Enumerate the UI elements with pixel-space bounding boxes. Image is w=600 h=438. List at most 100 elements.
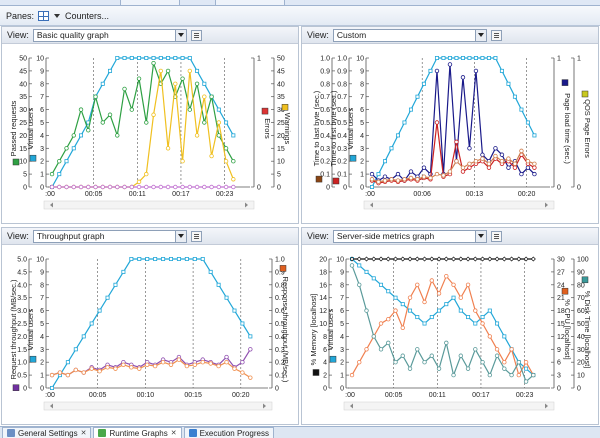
view-dropdown[interactable]: Server-side metrics graph [332, 229, 487, 243]
tab-runtime-graphs[interactable]: Runtime Graphs ✕ [93, 427, 182, 438]
data-point [434, 55, 439, 60]
tick-label: 0.7 [337, 94, 347, 101]
tick-label: 0.2 [320, 159, 330, 166]
horizontal-scrollbar[interactable] [43, 200, 255, 210]
graph-pane-custom: View: Custom 0 0.1 0.2 0.3 0.4 0.5 0.6 0.7 0.8 0.9 1… [301, 26, 599, 224]
data-point [525, 165, 531, 170]
horizontal-scrollbar[interactable] [43, 401, 273, 411]
scroll-left-icon[interactable] [50, 202, 53, 208]
chevron-down-icon[interactable] [174, 230, 186, 242]
axis-label: Warnings [283, 113, 292, 145]
data-point [153, 256, 158, 261]
view-dropdown[interactable]: Throughput graph [32, 229, 187, 243]
data-point [122, 55, 127, 60]
view-dropdown[interactable]: Basic quality graph [32, 28, 187, 42]
graph-settings-icon[interactable] [190, 29, 202, 41]
tick-label: 40 [277, 81, 285, 88]
tick-label: 0 [577, 386, 581, 393]
axis-color-swatch [349, 154, 357, 162]
top-tab-stub[interactable] [215, 0, 285, 6]
data-point [509, 256, 515, 262]
scroll-right-icon[interactable] [545, 202, 548, 208]
data-point [71, 133, 76, 138]
data-point [382, 159, 387, 164]
data-point [499, 152, 505, 157]
graph-settings-icon[interactable] [490, 230, 502, 242]
chevron-down-icon[interactable] [54, 13, 61, 18]
data-point [144, 184, 149, 190]
data-point [447, 62, 453, 67]
horizontal-scrollbar[interactable] [343, 401, 555, 411]
x-tick-label: 00:23 [216, 191, 234, 198]
data-point [400, 256, 406, 262]
data-point [408, 169, 414, 174]
view-dropdown-value: Throughput graph [36, 231, 105, 241]
scroll-left-icon[interactable] [50, 403, 53, 409]
data-point [454, 55, 459, 60]
tick-label: 5 [40, 321, 44, 328]
data-point [371, 276, 376, 281]
axis-label: Response throughput (MB/sec.) [281, 277, 290, 383]
scroll-left-icon[interactable] [350, 403, 353, 409]
tick-label: 3 [40, 347, 44, 354]
data-point [232, 366, 237, 371]
tick-label: 50 [577, 321, 585, 328]
data-point [458, 353, 463, 358]
tick-label: 1 [257, 56, 261, 63]
scroll-right-icon[interactable] [263, 403, 266, 409]
data-point [421, 165, 427, 170]
tick-label: 1.0 [320, 56, 330, 63]
x-tick-label: :00 [365, 191, 375, 198]
chevron-down-icon[interactable] [174, 29, 186, 41]
data-point [202, 81, 207, 86]
graph-settings-icon[interactable] [190, 230, 202, 242]
tab-general-settings[interactable]: General Settings ✕ [2, 427, 92, 438]
data-point [451, 295, 456, 300]
scroll-left-icon[interactable] [370, 202, 373, 208]
scroll-right-icon[interactable] [245, 202, 248, 208]
axis-color-swatch [12, 158, 20, 166]
data-point [184, 256, 189, 261]
data-point [480, 321, 485, 326]
tab-label: Runtime Graphs [109, 428, 168, 438]
tab-execution-progress[interactable]: Execution Progress [183, 427, 274, 438]
view-selector-bar: View: Server-side metrics graph [302, 228, 598, 245]
top-tab-stub[interactable] [120, 0, 180, 6]
data-point [532, 165, 537, 170]
data-point [480, 315, 485, 320]
data-point [502, 359, 507, 365]
scroll-right-icon[interactable] [545, 403, 548, 409]
data-point [165, 68, 171, 74]
data-point [460, 75, 466, 80]
tick-label: 30 [557, 257, 565, 264]
data-point [209, 184, 214, 190]
tick-label: 4 [40, 133, 44, 140]
graph-settings-icon[interactable] [490, 29, 502, 41]
data-point [393, 295, 398, 300]
series-1 [49, 60, 236, 177]
series-3 [349, 256, 536, 262]
tick-label: 10 [356, 56, 364, 63]
chevron-down-icon[interactable] [474, 230, 486, 242]
close-icon[interactable]: ✕ [170, 430, 177, 437]
horizontal-scrollbar[interactable] [363, 200, 555, 210]
data-point [487, 334, 493, 339]
panes-layout-icon[interactable] [38, 10, 50, 21]
view-dropdown[interactable]: Custom [332, 28, 487, 42]
tick-label: 16 [319, 282, 327, 289]
x-tick-label: 00:05 [385, 392, 403, 399]
data-point [136, 179, 142, 185]
tick-label: 3.5 [17, 295, 27, 302]
data-point [65, 360, 70, 365]
data-point [444, 274, 449, 279]
data-point [454, 139, 459, 145]
data-point [386, 316, 391, 322]
data-point [444, 302, 449, 307]
counters-button[interactable]: Counters... [65, 10, 110, 21]
chevron-down-icon[interactable] [474, 29, 486, 41]
tick-label: 20 [319, 257, 327, 264]
chart-svg: 0 0.5 1.0 1.5 2.0 2.5 3.0 3.5 4.0 4.5 5.0 Request t… [9, 256, 290, 411]
close-icon[interactable]: ✕ [80, 430, 87, 437]
series-line [371, 57, 535, 188]
view-dropdown-value: Custom [336, 30, 367, 40]
